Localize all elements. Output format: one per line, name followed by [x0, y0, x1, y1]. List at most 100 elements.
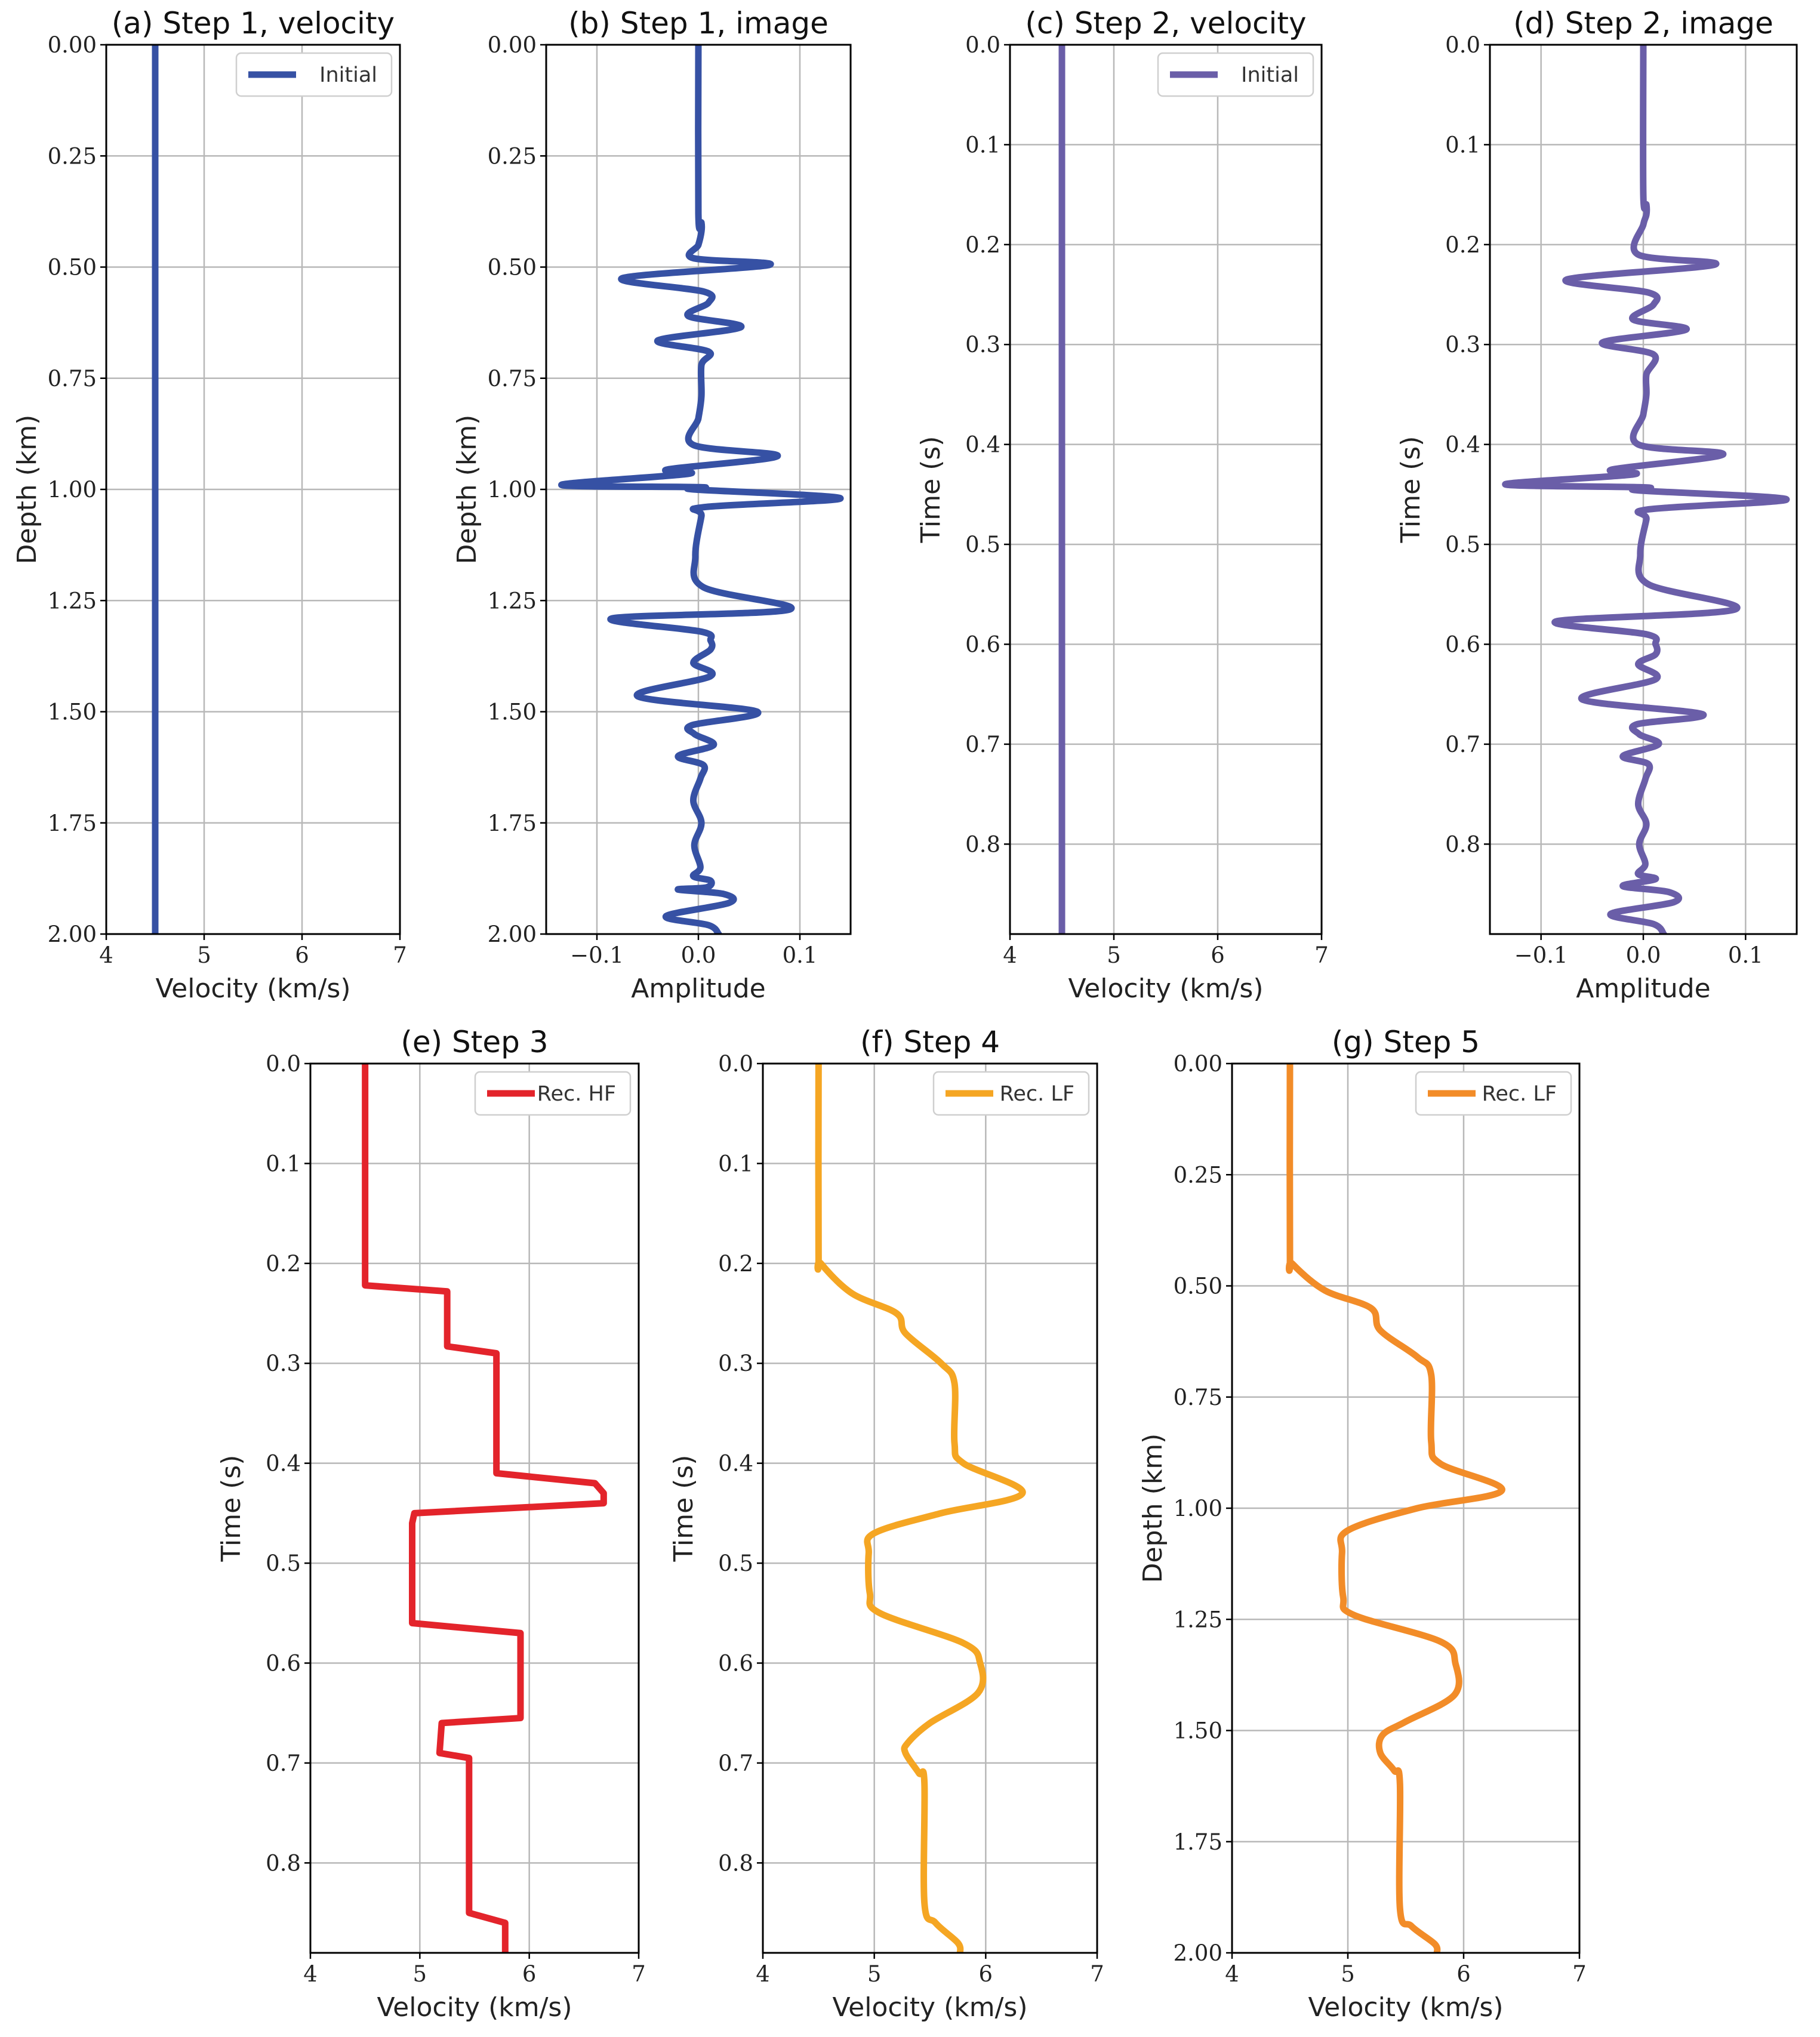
y-tick-label: 0.7 [1445, 732, 1480, 757]
x-tick-label: −0.1 [1514, 942, 1568, 968]
legend-box [932, 1071, 1090, 1116]
panel-d: −0.1 0.0 0.1 0.0 0.1 0.2 0.3 0.4 0.5 0.6 0.7 0.8 (d)… [1396, 6, 1798, 1004]
y-tick-label: 0.75 [1174, 1385, 1222, 1410]
plot-frame [545, 44, 852, 935]
y-tick-label: 0.8 [1445, 831, 1480, 857]
y-tick-label: 2.00 [48, 922, 97, 947]
y-tick-label: 1.50 [1174, 1718, 1222, 1744]
series-line [362, 1064, 607, 1953]
y-tick-label: 0.4 [1445, 432, 1480, 458]
y-tick-label: 0.0 [266, 1051, 301, 1077]
y-tick-label: 0.7 [718, 1751, 753, 1776]
y-tick-label: 0.75 [488, 366, 537, 392]
y-tick-label: 0.5 [266, 1551, 301, 1576]
x-tick-label: 5 [1107, 942, 1121, 968]
x-axis-label: Velocity (km/s) [1068, 973, 1263, 1004]
y-tick-label: 0.6 [266, 1650, 301, 1676]
legend-box [235, 52, 393, 97]
x-axis-label: Velocity (km/s) [832, 1992, 1027, 2023]
plot-frame [1489, 44, 1798, 935]
y-tick-label: 0.25 [1174, 1162, 1222, 1188]
y-tick-label: 2.00 [1174, 1940, 1222, 1966]
plot-frame [1231, 1062, 1581, 1954]
x-tick-label: 7 [1314, 942, 1329, 968]
panel-title: (c) Step 2, velocity [1025, 6, 1306, 41]
y-tick-label: 0.0 [965, 32, 1000, 58]
y-tick-label: 0.8 [965, 831, 1000, 857]
panel-c: 4 5 6 7 0.0 0.1 0.2 0.3 0.4 0.5 0.6 0.7 0.8 Initial (c… [916, 6, 1329, 1004]
y-axis-label: Time (s) [916, 436, 946, 544]
y-tick-label: 0.7 [266, 1751, 301, 1776]
y-tick-label: 0.1 [266, 1151, 301, 1176]
panel-b: −0.1 0.0 0.1 0.00 0.25 0.50 0.75 1.00 1.25 1.50 1.… [452, 6, 852, 1004]
y-tick-label: 0.6 [965, 631, 1000, 657]
legend-box [1157, 52, 1314, 97]
y-tick-label: 0.6 [1445, 631, 1480, 657]
y-tick-label: 0.6 [718, 1650, 753, 1676]
y-axis-label: Time (s) [669, 1455, 699, 1563]
x-tick-label: 0.0 [681, 942, 716, 968]
y-axis-label: Depth (km) [452, 415, 482, 565]
legend-label: Initial [319, 63, 377, 87]
y-tick-label: 0.0 [1445, 32, 1480, 58]
y-axis-label: Depth (km) [1138, 1434, 1168, 1583]
x-tick-label: 7 [1090, 1961, 1104, 1987]
x-axis-label: Amplitude [1576, 973, 1710, 1004]
series-line [1285, 1064, 1505, 1953]
panel-title: (g) Step 5 [1332, 1025, 1480, 1059]
y-tick-label: 0.5 [965, 532, 1000, 557]
legend-label: Rec. LF [1000, 1082, 1074, 1106]
y-tick-label: 1.25 [1174, 1607, 1222, 1632]
panel-title: (b) Step 1, image [568, 6, 829, 41]
legend-label: Rec. LF [1482, 1082, 1557, 1106]
x-axis-label: Velocity (km/s) [1308, 1992, 1503, 2023]
y-tick-label: 0.50 [1174, 1274, 1222, 1299]
plot-frame [309, 1062, 640, 1954]
x-axis-label: Velocity (km/s) [155, 973, 350, 1004]
x-tick-label: 7 [393, 942, 407, 968]
legend-box [474, 1071, 632, 1116]
y-tick-label: 0.75 [48, 366, 97, 392]
x-axis-label: Velocity (km/s) [377, 1992, 572, 2023]
x-tick-label: 0.1 [1728, 942, 1763, 968]
y-tick-label: 0.25 [488, 143, 537, 169]
y-tick-label: 0.2 [1445, 232, 1480, 258]
y-tick-label: 0.25 [48, 143, 97, 169]
x-tick-label: 6 [1456, 1961, 1471, 1987]
y-tick-label: 0.5 [1445, 532, 1480, 557]
y-axis-label: Time (s) [216, 1455, 247, 1563]
plot-frame [1009, 44, 1323, 935]
panel-title: (e) Step 3 [401, 1025, 548, 1059]
panel-title: (d) Step 2, image [1513, 6, 1773, 41]
x-tick-label: 7 [1572, 1961, 1587, 1987]
panel-title: (a) Step 1, velocity [112, 6, 395, 41]
y-tick-label: 0.00 [48, 32, 97, 58]
y-tick-label: 0.4 [965, 432, 1000, 458]
y-tick-label: 0.1 [1445, 132, 1480, 158]
x-tick-label: 0.0 [1626, 942, 1661, 968]
y-tick-label: 0.50 [488, 255, 537, 281]
y-tick-label: 0.3 [1445, 332, 1480, 358]
x-tick-label: 7 [632, 1961, 646, 1987]
y-tick-label: 0.1 [718, 1151, 753, 1176]
panel-e: 4 5 6 7 0.0 0.1 0.2 0.3 0.4 0.5 0.6 0.7 0.8 Rec. HF (e… [216, 1025, 646, 2023]
x-tick-label: 4 [756, 1961, 770, 1987]
panel-a: 4 5 6 7 0.00 0.25 0.50 0.75 1.00 1.25 1.50 1.75 2.00… [12, 6, 407, 1004]
y-tick-label: 0.00 [488, 32, 537, 58]
legend-box [1415, 1071, 1572, 1116]
y-tick-label: 2.00 [488, 922, 537, 947]
y-tick-label: 0.2 [718, 1251, 753, 1277]
y-tick-label: 0.4 [718, 1451, 753, 1477]
series-line [1502, 45, 1790, 934]
plot-frame [105, 44, 401, 935]
y-tick-label: 0.8 [718, 1850, 753, 1876]
x-tick-label: 6 [295, 942, 309, 968]
x-tick-label: 5 [1341, 1961, 1355, 1987]
x-tick-label: 0.1 [783, 942, 818, 968]
y-tick-label: 1.25 [488, 588, 537, 614]
y-tick-label: 0.2 [965, 232, 1000, 258]
y-tick-label: 0.3 [266, 1351, 301, 1376]
x-tick-label: 5 [197, 942, 211, 968]
y-axis-label: Time (s) [1396, 436, 1426, 544]
